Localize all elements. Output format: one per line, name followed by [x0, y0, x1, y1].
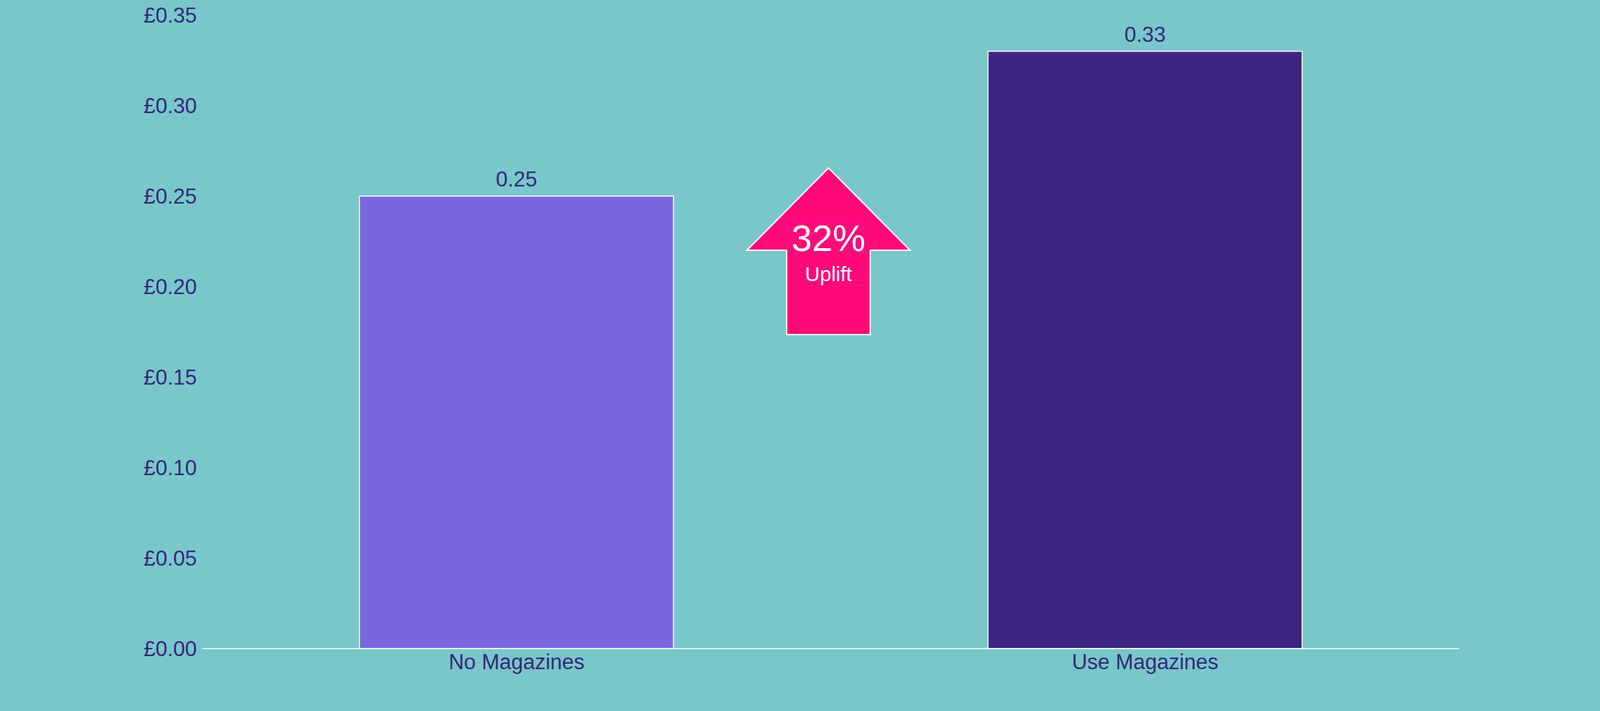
svg-text:£0.15: £0.15 — [143, 365, 197, 390]
svg-text:0.33: 0.33 — [1124, 22, 1166, 47]
svg-text:Use Magazines: Use Magazines — [1071, 650, 1219, 675]
svg-text:No Magazines: No Magazines — [448, 650, 585, 675]
svg-text:£0.10: £0.10 — [143, 456, 197, 481]
svg-text:£0.00: £0.00 — [143, 637, 197, 662]
svg-text:Uplift: Uplift — [805, 262, 853, 286]
svg-text:£0.05: £0.05 — [143, 546, 197, 571]
svg-text:£0.25: £0.25 — [143, 184, 197, 209]
svg-text:£0.35: £0.35 — [143, 3, 197, 28]
svg-text:£0.20: £0.20 — [143, 275, 197, 300]
svg-text:£0.30: £0.30 — [143, 93, 197, 118]
svg-text:32%: 32% — [791, 217, 866, 259]
svg-text:0.25: 0.25 — [495, 167, 537, 192]
